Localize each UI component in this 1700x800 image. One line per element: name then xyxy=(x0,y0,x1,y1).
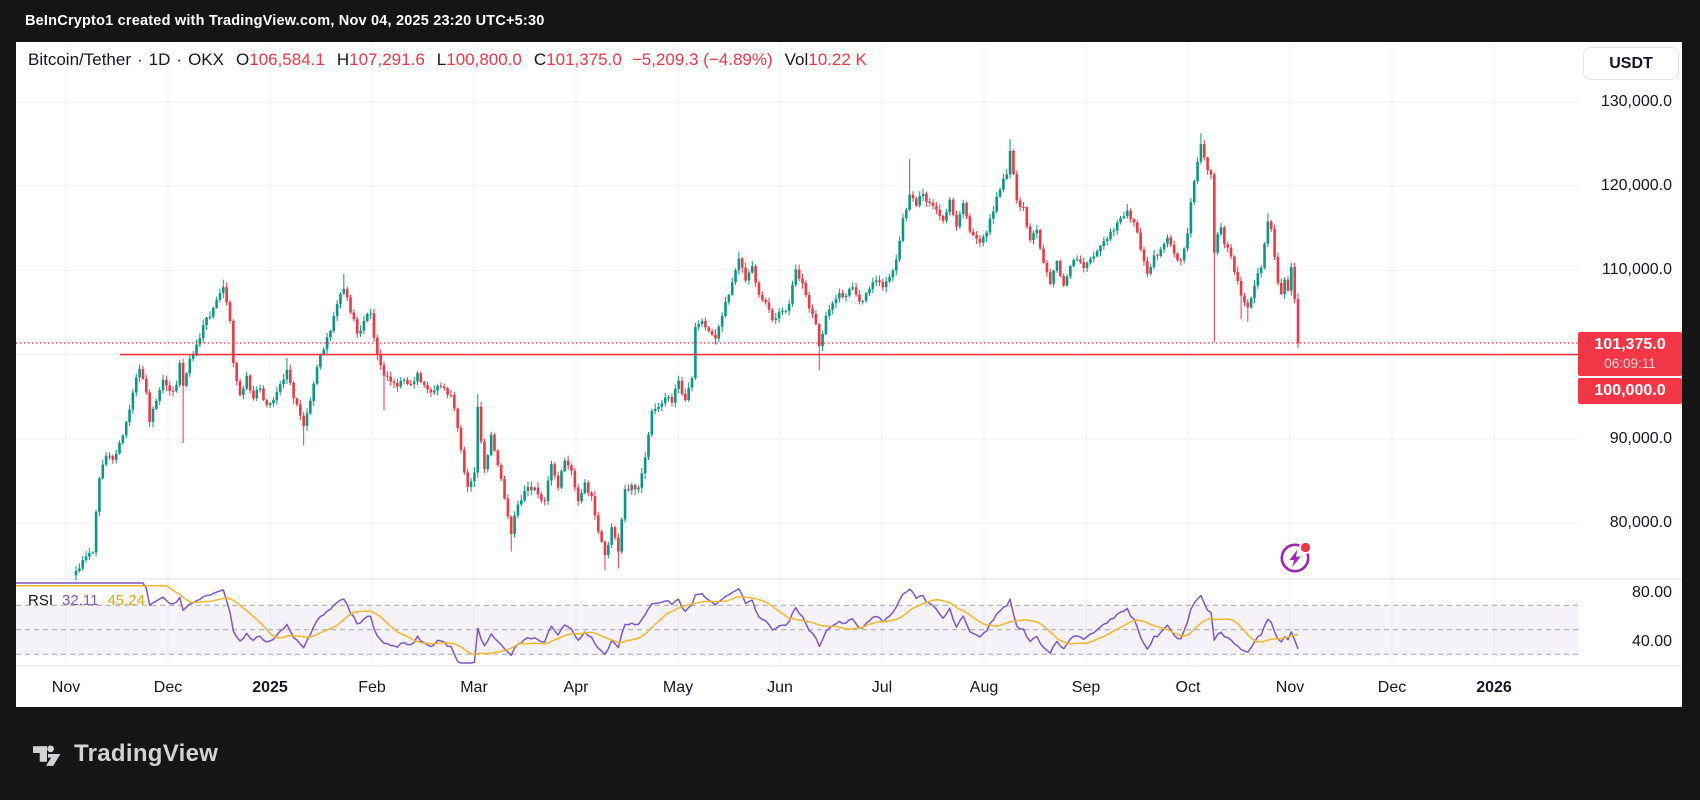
interval-label[interactable]: 1D xyxy=(148,50,171,69)
bar-countdown: 06:09:11 xyxy=(1604,356,1656,371)
symbol-legend: Bitcoin/Tether · 1D · OKX O106,584.1 H107,291.… xyxy=(28,50,867,70)
low-pair: L100,800.0 xyxy=(436,50,522,69)
time-tick: Aug xyxy=(969,679,999,696)
time-tick: Dec xyxy=(1377,679,1407,696)
time-tick: Oct xyxy=(1175,679,1201,696)
attribution-bar: BeInCrypto1 created with TradingView.com… xyxy=(0,0,1700,42)
candlestick-chart[interactable] xyxy=(16,42,1682,707)
rsi-title[interactable]: RSI xyxy=(28,592,54,609)
price-tick: 130,000.0 xyxy=(1600,93,1672,110)
high-value: 107,291.6 xyxy=(349,50,425,69)
rsi-ma-value: 45.24 xyxy=(107,592,145,609)
tradingview-logo-icon xyxy=(33,744,61,766)
time-tick: 2025 xyxy=(252,679,288,696)
time-tick: Dec xyxy=(153,679,183,696)
low-value: 100,800.0 xyxy=(446,50,522,69)
rsi-legend: RSI 32.11 45.24 xyxy=(28,592,145,609)
open-pair: O106,584.1 xyxy=(235,50,325,69)
rsi-value: 32.11 xyxy=(62,592,99,609)
price-tick: 120,000.0 xyxy=(1600,177,1672,195)
price-tick: 80,000.0 xyxy=(1609,514,1672,531)
chart-panel: Bitcoin/Tether · 1D · OKX O106,584.1 H107,291.… xyxy=(16,42,1682,707)
time-tick: Sep xyxy=(1071,679,1101,696)
time-tick: Apr xyxy=(563,679,589,696)
rsi-tick: 40.00 xyxy=(1631,633,1672,650)
open-value: 106,584.1 xyxy=(249,50,325,69)
change-value: −5,209.3 (−4.89%) xyxy=(631,50,773,69)
volume-label: Vol xyxy=(784,50,809,69)
time-tick: Jun xyxy=(767,679,793,696)
attribution-text: BeInCrypto1 created with TradingView.com… xyxy=(25,13,545,29)
time-tick: 2026 xyxy=(1476,679,1512,696)
close-value: 101,375.0 xyxy=(546,50,622,69)
last-price-label: 101,375.0 06:09:11 xyxy=(1578,332,1682,376)
flash-alert-icon[interactable] xyxy=(1278,541,1312,575)
currency-toggle-button[interactable]: USDT xyxy=(1583,47,1679,80)
volume-value: 10.22 K xyxy=(808,50,867,69)
time-tick: Jul xyxy=(871,679,893,696)
brand-name: TradingView xyxy=(74,739,219,767)
time-tick: Nov xyxy=(51,679,81,696)
legend-separator: · xyxy=(176,50,183,69)
time-tick: May xyxy=(662,679,694,696)
price-tick: 90,000.0 xyxy=(1609,429,1672,447)
rsi-tick: 80.00 xyxy=(1631,584,1672,601)
last-price-value: 101,375.0 xyxy=(1594,336,1666,353)
high-pair: H107,291.6 xyxy=(336,50,425,69)
time-tick: Nov xyxy=(1275,679,1305,696)
legend-separator: · xyxy=(137,50,143,69)
close-pair: C101,375.0 xyxy=(533,50,622,69)
brand-footer: TradingView xyxy=(0,707,1700,800)
price-tick: 110,000.0 xyxy=(1602,261,1672,279)
symbol-name[interactable]: Bitcoin/Tether xyxy=(28,50,131,69)
time-tick: Mar xyxy=(460,679,488,696)
lightning-circle-icon xyxy=(1280,541,1312,573)
exchange-label: OKX xyxy=(188,50,224,69)
time-tick: Feb xyxy=(358,679,386,696)
horizontal-line-price-label: 100,000.0 xyxy=(1578,378,1682,404)
